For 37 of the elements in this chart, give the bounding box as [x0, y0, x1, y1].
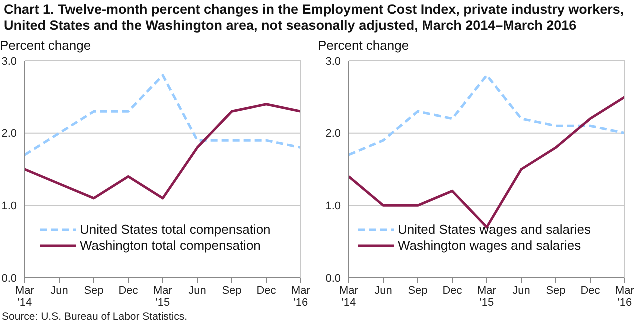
- y-tick-label: 3.0: [2, 56, 17, 68]
- x-tick-label: Jun: [374, 285, 392, 297]
- legend-label: Washington wages and salaries: [398, 238, 582, 254]
- x-tick-label: Dec: [256, 285, 277, 297]
- line-series: [25, 74, 301, 156]
- x-tick-label: Sep: [222, 285, 242, 297]
- y-tick-label: 2.0: [326, 128, 341, 140]
- x-tick-label: Mar '15: [478, 285, 497, 309]
- y-tick-label: 0.0: [326, 272, 341, 285]
- legend-label: United States total compensation: [80, 222, 271, 238]
- chart-title: Chart 1. Twelve-month percent changes in the Employment Cost Index, private industry workers, United States and the Washington area, not seasonally adjusted, March 2014–March 2016: [4, 2, 626, 34]
- x-tick-label: Sep: [84, 285, 104, 297]
- line-series: [349, 74, 625, 156]
- source-note: Source: U.S. Bureau of Labor Statistics.: [2, 311, 188, 323]
- x-tick-label: Mar '16: [616, 285, 635, 309]
- x-tick-label: Mar '16: [292, 285, 311, 309]
- y-tick-label: 1.0: [2, 200, 17, 213]
- y-axis-title: Percent change: [318, 38, 410, 53]
- y-axis-title: Percent change: [0, 38, 92, 53]
- x-tick-label: Mar '15: [154, 285, 173, 309]
- y-tick-label: 0.0: [2, 272, 17, 285]
- x-tick-label: Sep: [546, 285, 566, 297]
- line-series: [25, 103, 301, 200]
- x-tick-label: Dec: [118, 285, 139, 297]
- x-tick-label: Jun: [512, 285, 530, 297]
- legend-label: United States wages and salaries: [398, 222, 591, 238]
- x-tick-label: Jun: [50, 285, 68, 297]
- x-tick-label: Jun: [188, 285, 206, 297]
- x-tick-label: Dec: [580, 285, 601, 297]
- x-tick-label: Mar '14: [16, 285, 35, 309]
- x-tick-label: Sep: [408, 285, 428, 297]
- y-tick-label: 2.0: [2, 128, 17, 140]
- y-tick-label: 1.0: [326, 200, 341, 213]
- legend-label: Washington total compensation: [80, 238, 261, 254]
- x-tick-label: Dec: [442, 285, 463, 297]
- y-tick-label: 3.0: [326, 56, 341, 68]
- x-tick-label: Mar '14: [340, 285, 359, 309]
